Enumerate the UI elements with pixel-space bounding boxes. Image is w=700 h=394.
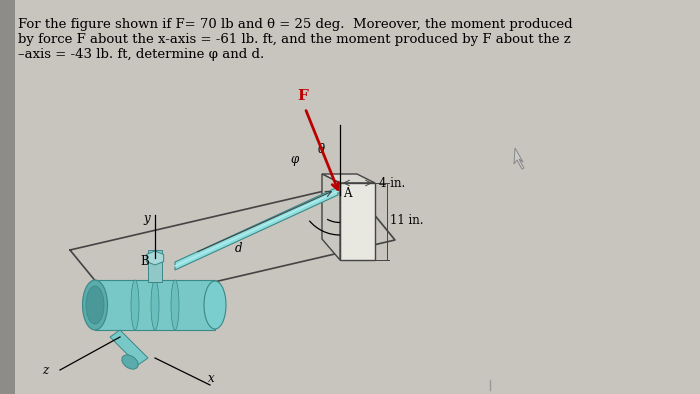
Text: d: d	[235, 242, 242, 255]
Bar	[0, 0, 15, 394]
Text: 11 in.: 11 in.	[390, 214, 424, 227]
Polygon shape	[95, 280, 215, 330]
Ellipse shape	[86, 286, 104, 324]
Polygon shape	[340, 183, 375, 260]
Ellipse shape	[171, 280, 179, 330]
Text: 4 in.: 4 in.	[379, 177, 405, 190]
Ellipse shape	[83, 280, 108, 330]
Text: A: A	[343, 187, 351, 200]
Polygon shape	[322, 174, 340, 260]
Ellipse shape	[204, 281, 226, 329]
Text: φ: φ	[290, 153, 298, 166]
Text: B: B	[140, 255, 148, 268]
Polygon shape	[514, 148, 524, 169]
Ellipse shape	[151, 280, 159, 330]
Polygon shape	[175, 187, 338, 270]
Polygon shape	[148, 250, 162, 282]
Ellipse shape	[122, 355, 138, 369]
Text: y: y	[143, 212, 150, 225]
Text: θ: θ	[318, 143, 325, 156]
Text: For the figure shown if F= 70 lb and θ = 25 deg.  Moreover, the moment produced: For the figure shown if F= 70 lb and θ =…	[18, 18, 573, 31]
Polygon shape	[146, 251, 164, 265]
Text: F: F	[297, 89, 308, 103]
Text: by force F about the x-axis = -61 lb. ft, and the moment produced by F about the: by force F about the x-axis = -61 lb. ft…	[18, 33, 570, 46]
Ellipse shape	[131, 280, 139, 330]
Text: x: x	[208, 372, 215, 385]
Text: –axis = -43 lb. ft, determine φ and d.: –axis = -43 lb. ft, determine φ and d.	[18, 48, 265, 61]
Text: z: z	[42, 364, 48, 377]
Polygon shape	[110, 330, 148, 365]
Polygon shape	[322, 174, 375, 183]
